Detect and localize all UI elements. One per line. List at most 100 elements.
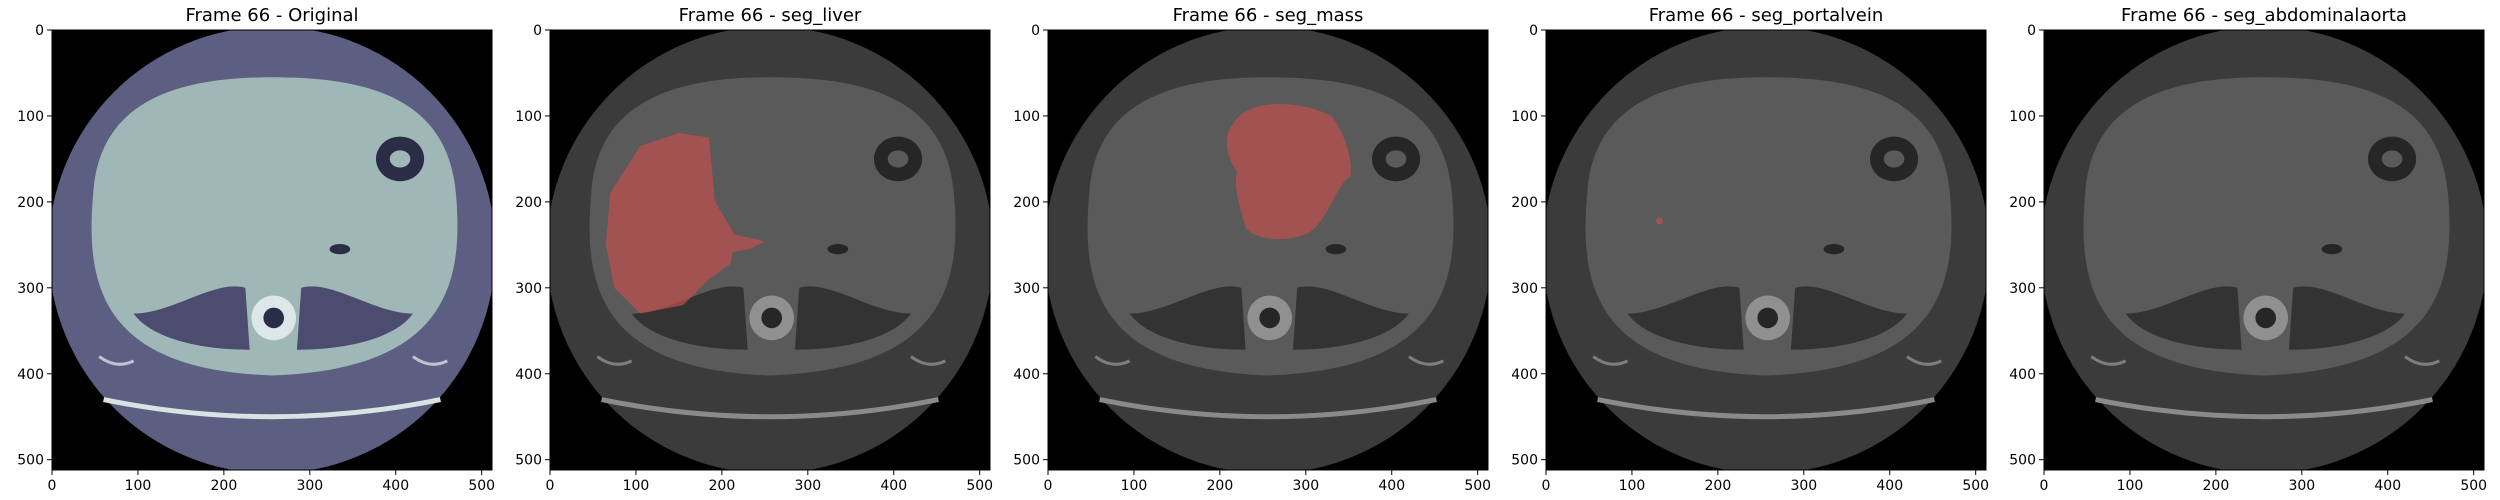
y-tick-label: 0 (1031, 23, 1040, 39)
x-tick-label: 100 (1619, 478, 1646, 494)
rib-arc (1094, 355, 1131, 366)
x-tick-label: 0 (1542, 478, 1551, 494)
x-tick-label: 300 (2288, 478, 2315, 494)
body-cross-section (91, 77, 458, 376)
y-tick-label: 0 (35, 23, 44, 39)
y-tick-label: 500 (1511, 453, 1538, 469)
y-tick-label: 300 (1511, 281, 1538, 297)
vessel-spot (329, 243, 351, 255)
y-tick-label: 100 (515, 109, 542, 125)
panel-title: Frame 66 - seg_portalvein (1649, 5, 1884, 26)
axes-frame (549, 29, 991, 471)
y-tick-label: 200 (1511, 195, 1538, 211)
x-tick-label: 400 (2374, 478, 2401, 494)
lung-left (2288, 286, 2405, 350)
spinal-canal (263, 307, 285, 329)
scanner-table (1597, 397, 1935, 420)
x-tick-label: 400 (1378, 478, 1405, 494)
x-tick-label: 0 (546, 478, 555, 494)
mass-mask (1226, 103, 1351, 240)
y-tick-label: 500 (1013, 453, 1040, 469)
x-tick-label: 100 (2117, 478, 2144, 494)
y-tick-label: 100 (1511, 109, 1538, 125)
x-tick-label: 200 (2203, 478, 2230, 494)
x-tick-label: 400 (1876, 478, 1903, 494)
lung-right (2125, 286, 2242, 350)
x-tick-label: 300 (1292, 478, 1319, 494)
rib-arc (1408, 355, 1444, 366)
lung-right (1627, 286, 1744, 350)
bowel-wall (1385, 150, 1407, 168)
x-tick-label: 400 (382, 478, 409, 494)
lung-right (133, 286, 250, 350)
y-tick-label: 0 (533, 23, 542, 39)
y-tick-label: 200 (17, 195, 44, 211)
scanner-table (601, 397, 939, 420)
lung-left (1292, 286, 1409, 350)
y-tick-label: 500 (17, 453, 44, 469)
rib-arc (98, 355, 135, 366)
x-tick-label: 200 (211, 478, 238, 494)
y-tick-label: 400 (2009, 367, 2036, 383)
panel-4: Frame 66 - seg_portalvein 0 100 200 300 400 50… (1511, 5, 1989, 494)
ct-image (2044, 30, 2484, 470)
y-tick-label: 200 (2009, 195, 2036, 211)
x-tick-label: 100 (623, 478, 650, 494)
x-tick-label: 500 (1962, 478, 1989, 494)
panel-title: Frame 66 - seg_liver (679, 5, 862, 26)
x-tick-label: 500 (1464, 478, 1491, 494)
rib-arc (1592, 355, 1629, 366)
y-tick-label: 0 (2027, 23, 2036, 39)
ct-image (1048, 30, 1488, 470)
vessel-spot (827, 243, 849, 255)
rib-arc (910, 355, 946, 366)
panel-title: Frame 66 - seg_mass (1173, 5, 1364, 26)
y-tick-label: 100 (2009, 109, 2036, 125)
x-tick-label: 0 (2040, 478, 2049, 494)
rib-arc (412, 355, 448, 366)
bowel-wall (1883, 150, 1905, 168)
liver-mask (605, 133, 765, 314)
y-tick-label: 200 (1013, 195, 1040, 211)
lung-right (631, 286, 748, 350)
x-tick-label: 500 (2460, 478, 2487, 494)
y-tick-label: 100 (17, 109, 44, 125)
x-tick-label: 500 (966, 478, 993, 494)
axes-frame (1047, 29, 1489, 471)
x-tick-label: 200 (709, 478, 736, 494)
scanner-table (1099, 397, 1437, 420)
y-tick-label: 0 (1529, 23, 1538, 39)
axes-frame (51, 29, 493, 471)
lung-left (794, 286, 911, 350)
y-tick-label: 400 (17, 367, 44, 383)
rib-arc (1906, 355, 1942, 366)
y-tick-label: 500 (2009, 453, 2036, 469)
x-tick-label: 300 (794, 478, 821, 494)
portalvein-mask (1656, 217, 1663, 225)
rib-arc (596, 355, 633, 366)
body-cross-section (2083, 77, 2450, 376)
ct-image (52, 30, 492, 470)
x-tick-label: 100 (125, 478, 152, 494)
x-tick-label: 0 (48, 478, 57, 494)
panel-title: Frame 66 - seg_abdominalaorta (2121, 5, 2407, 26)
x-tick-label: 300 (1790, 478, 1817, 494)
ct-image (1546, 30, 1986, 470)
y-tick-label: 500 (515, 453, 542, 469)
bowel-wall (389, 150, 411, 168)
y-tick-label: 100 (1013, 109, 1040, 125)
x-tick-label: 0 (1044, 478, 1053, 494)
y-tick-label: 400 (1511, 367, 1538, 383)
panel-title: Frame 66 - Original (185, 5, 358, 26)
spinal-canal (1259, 307, 1281, 329)
panel-5: Frame 66 - seg_abdominalaorta 0 100 200 300 4… (2009, 5, 2487, 494)
rib-arc (2090, 355, 2127, 366)
y-tick-label: 300 (1013, 281, 1040, 297)
scanner-table (103, 397, 441, 420)
lung-right (1129, 286, 1246, 350)
bowel-wall (2381, 150, 2403, 168)
lung-left (296, 286, 413, 350)
